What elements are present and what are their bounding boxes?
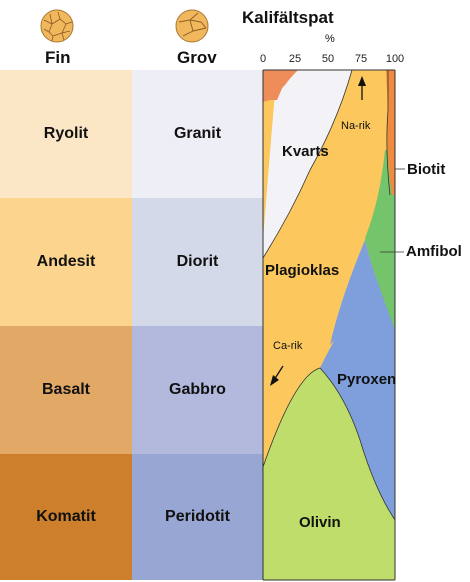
mineral-label-amfibol: Amfibol	[406, 243, 462, 260]
coarse-cell-peridotit: Peridotit	[132, 454, 263, 580]
amphibole-body	[365, 150, 395, 330]
scale-tick-75: 75	[354, 53, 368, 65]
fine-cell-basalt: Basalt	[0, 326, 132, 454]
olivine-region	[263, 368, 395, 580]
fine-cell-andesit: Andesit	[0, 198, 132, 326]
mineral-label-kvarts: Kvarts	[282, 143, 329, 160]
fine-cell-ryolit: Ryolit	[0, 70, 132, 198]
kfeldspar-header: Kalifältspat	[242, 8, 334, 27]
coarse-column-header: Grov	[177, 48, 217, 67]
pyroxene-lower-lobe	[330, 240, 395, 360]
kfeldspar-wedge	[263, 70, 290, 100]
scale-tick-0: 0	[259, 53, 267, 65]
coarse-cell-granit: Granit	[132, 70, 263, 198]
coarse-cell-gabbro: Gabbro	[132, 326, 263, 454]
mineral-label-plagioklas: Plagioklas	[265, 262, 340, 279]
scale-tick-100: 100	[385, 53, 405, 65]
ca-rik-label: Ca-rik	[273, 340, 303, 352]
na-rik-label: Na-rik	[341, 120, 371, 132]
scale-tick-25: 25	[288, 53, 302, 65]
scale-tick-50: 50	[321, 53, 335, 65]
mineral-label-biotit: Biotit	[407, 161, 446, 178]
fine-column-header: Fin	[45, 48, 71, 67]
quartz-region	[263, 70, 352, 258]
percent-unit: %	[325, 33, 335, 45]
mineral-label-pyroxen: Pyroxen	[337, 371, 397, 388]
coarse-cell-diorit: Diorit	[132, 198, 263, 326]
mineral-label-olivin: Olivin	[299, 514, 341, 531]
fine-cell-komatit: Komatit	[0, 454, 132, 580]
